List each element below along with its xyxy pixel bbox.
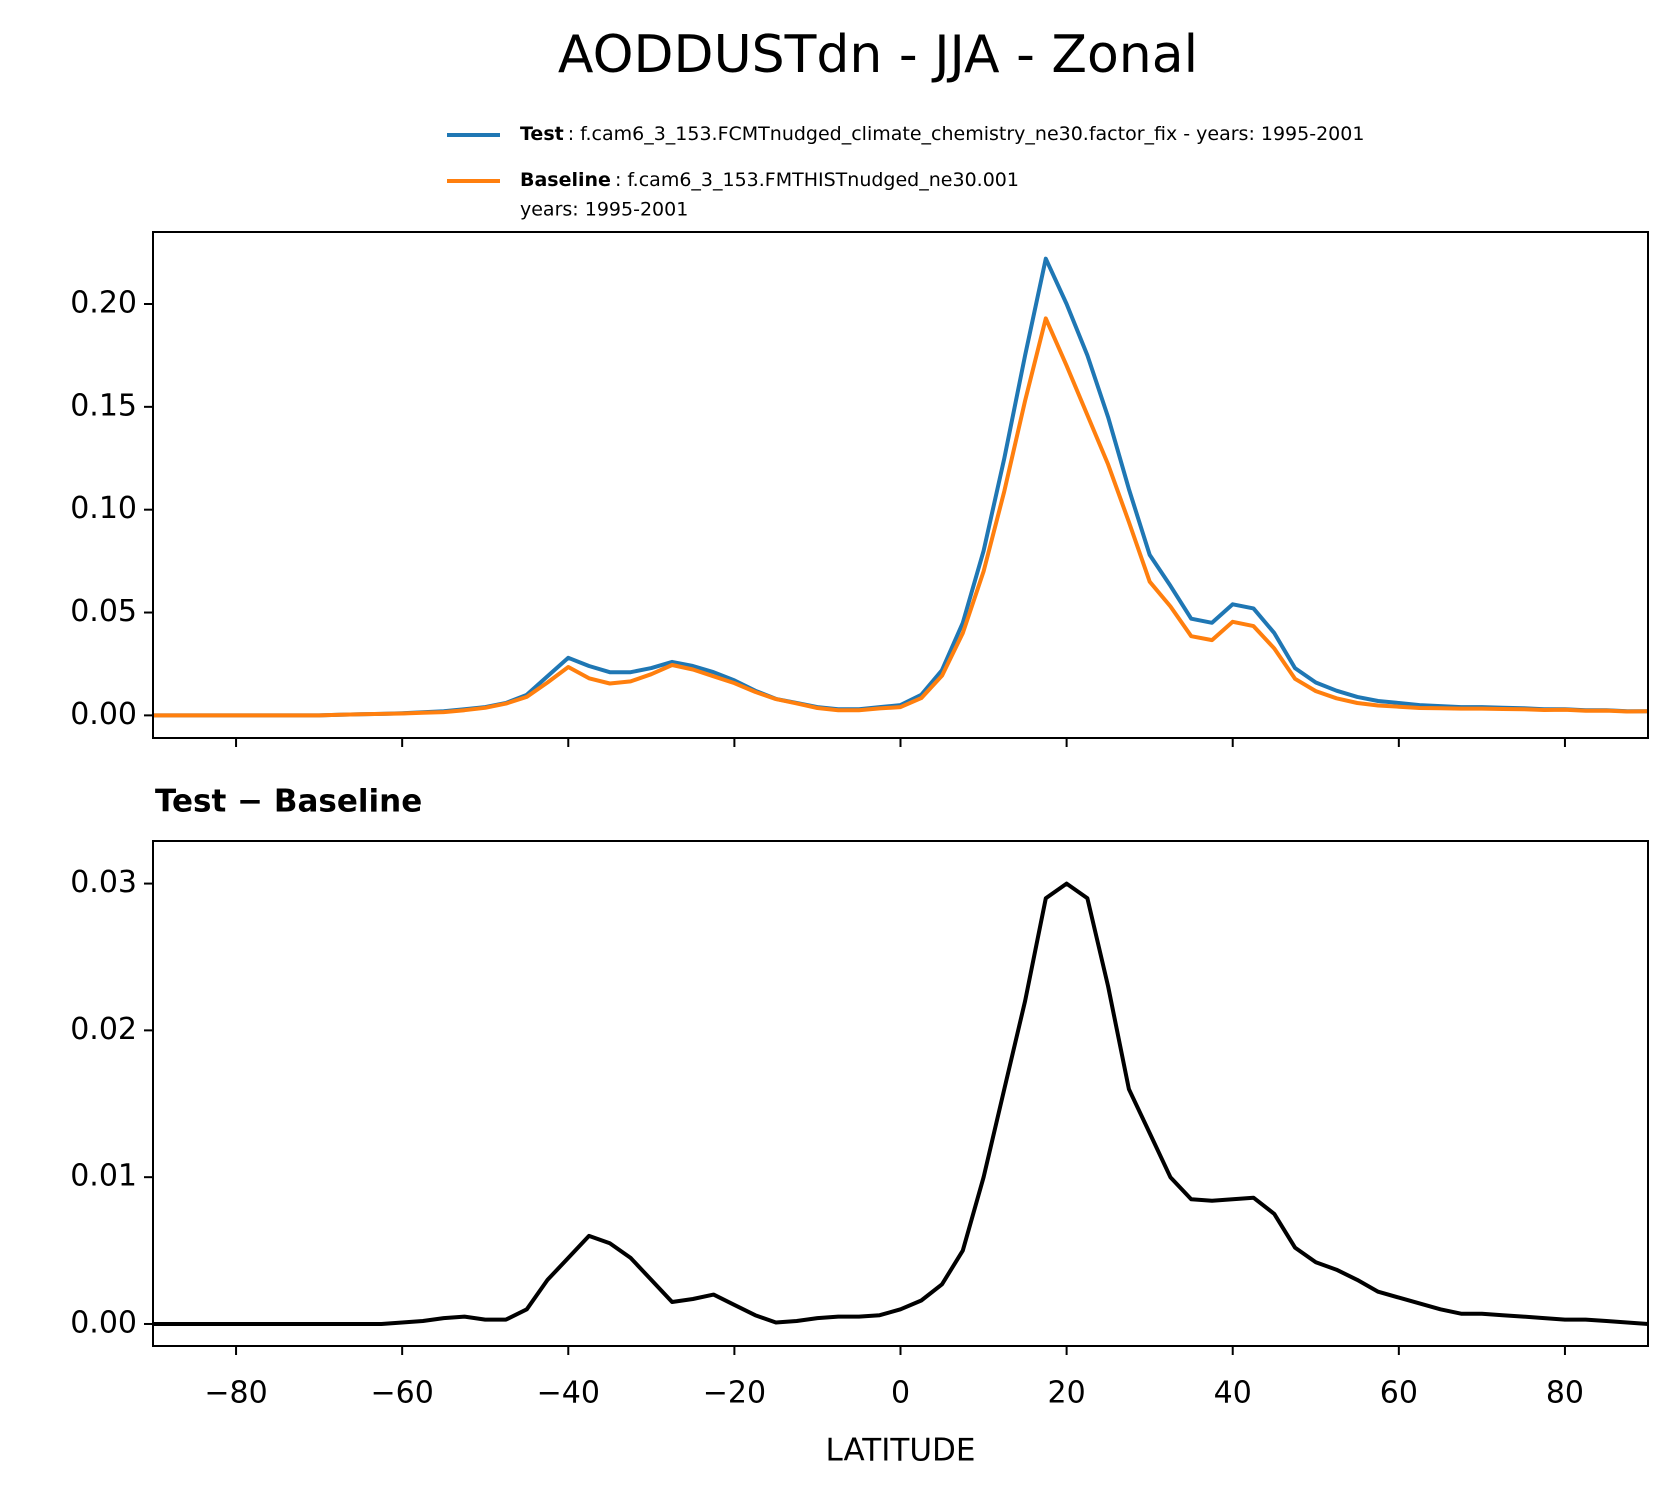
legend-name: Test bbox=[520, 123, 564, 145]
x-tick-label: 20 bbox=[1048, 1376, 1086, 1411]
x-tick-label: 40 bbox=[1214, 1376, 1252, 1411]
x-tick-label: 80 bbox=[1546, 1376, 1584, 1411]
y-tick-label: 0.01 bbox=[70, 1159, 137, 1194]
axes-frame bbox=[152, 231, 1649, 739]
y-tick-label: 0.00 bbox=[70, 1305, 137, 1340]
x-axis-label: LATITUDE bbox=[826, 1433, 976, 1469]
legend-description: : f.cam6_3_153.FMTHISTnudged_ne30.001 bbox=[615, 169, 1019, 191]
x-tick-label: 0 bbox=[891, 1376, 910, 1411]
y-tick-label: 0.05 bbox=[70, 594, 137, 629]
axes-frame bbox=[152, 840, 1649, 1347]
x-tick-label: −40 bbox=[537, 1376, 600, 1411]
legend-label: Baseline: f.cam6_3_153.FMTHISTnudged_ne3… bbox=[520, 169, 1019, 191]
y-tick-label: 0.03 bbox=[70, 865, 137, 900]
data-line bbox=[153, 881, 1649, 1326]
x-tick-label: 60 bbox=[1380, 1376, 1418, 1411]
legend-description: : f.cam6_3_153.FCMTnudged_climate_chemis… bbox=[568, 123, 1365, 145]
y-tick-label: 0.15 bbox=[70, 388, 137, 423]
y-tick-label: 0.20 bbox=[70, 285, 137, 320]
legend-description: years: 1995-2001 bbox=[520, 199, 688, 221]
x-tick-label: −20 bbox=[703, 1376, 766, 1411]
subplot-title: Test − Baseline bbox=[155, 784, 422, 820]
x-tick-label: −60 bbox=[371, 1376, 434, 1411]
legend-name: Baseline bbox=[520, 169, 611, 191]
y-tick-label: 0.10 bbox=[70, 491, 137, 526]
data-line bbox=[153, 316, 1649, 718]
y-tick-label: 0.00 bbox=[70, 697, 137, 732]
figure-title: AODDUSTdn - JJA - Zonal bbox=[558, 25, 1198, 85]
x-tick-label: −80 bbox=[204, 1376, 267, 1411]
legend-label: Test: f.cam6_3_153.FCMTnudged_climate_ch… bbox=[520, 123, 1364, 145]
y-tick-label: 0.02 bbox=[70, 1012, 137, 1047]
